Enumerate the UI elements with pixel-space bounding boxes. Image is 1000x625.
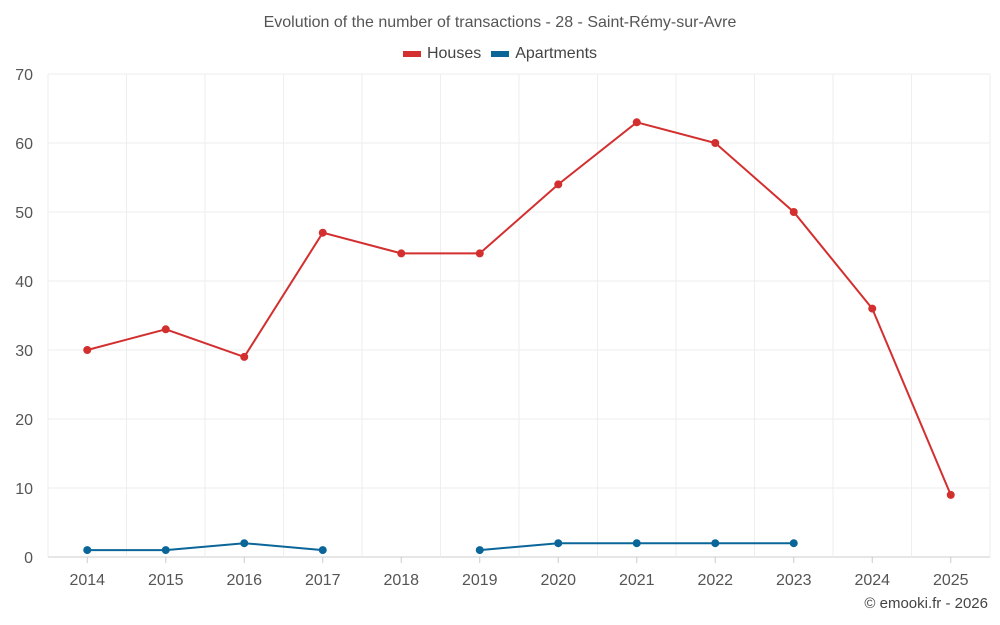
data-point-houses [868, 304, 877, 313]
data-point-houses [161, 325, 170, 334]
data-point-apartments [711, 539, 720, 548]
data-point-houses [397, 249, 406, 258]
legend-swatch-houses [402, 51, 421, 57]
y-tick-label: 50 [15, 205, 33, 222]
chart-title: Evolution of the number of transactions … [263, 14, 737, 31]
x-tick-label: 2021 [619, 572, 655, 589]
data-point-apartments [318, 546, 327, 555]
data-point-houses [789, 208, 798, 216]
data-point-apartments [475, 546, 484, 555]
x-tick-label: 2020 [540, 572, 576, 589]
data-point-houses [318, 228, 327, 237]
x-tick-label: 2024 [854, 572, 890, 589]
series-line-houses [86, 121, 952, 496]
data-point-apartments [161, 546, 170, 555]
x-tick-label: 2019 [462, 572, 498, 589]
legend: Houses Apartments [0, 45, 1000, 63]
x-tick-label: 2014 [69, 572, 105, 589]
data-point-houses [632, 118, 641, 127]
data-point-houses [240, 352, 249, 361]
data-point-apartments [83, 546, 92, 555]
legend-swatch-apartments [491, 51, 510, 57]
data-point-apartments [240, 539, 249, 548]
data-point-houses [946, 490, 955, 499]
data-point-houses [554, 180, 563, 189]
y-tick-label: 60 [15, 136, 33, 153]
data-point-apartments [789, 539, 798, 548]
y-tick-label: 30 [15, 343, 33, 360]
y-tick-label: 40 [15, 274, 33, 291]
data-point-apartments [554, 539, 563, 548]
x-tick-label: 2017 [305, 572, 341, 589]
data-point-houses [475, 249, 484, 258]
y-tick-label: 10 [15, 481, 33, 498]
x-tick-label: 2022 [697, 572, 733, 589]
x-tick-label: 2016 [226, 572, 262, 589]
data-point-houses [83, 346, 92, 354]
x-tick-label: 2018 [383, 572, 419, 589]
x-tick-label: 2025 [933, 572, 969, 589]
y-tick-label: 70 [15, 67, 33, 84]
legend-item-houses[interactable]: Houses [402, 45, 482, 63]
y-tick-label: 20 [15, 412, 33, 429]
x-tick-label: 2023 [776, 572, 812, 589]
y-tick-label: 0 [24, 550, 33, 567]
x-tick-label: 2015 [148, 572, 184, 589]
credit-text: © emooki.fr - 2026 [864, 595, 988, 612]
data-point-houses [711, 139, 720, 147]
legend-label-houses: Houses [426, 45, 482, 62]
legend-item-apartments[interactable]: Apartments [491, 45, 597, 63]
data-point-apartments [632, 539, 641, 548]
series-line-apartments [87, 542, 323, 552]
legend-label-apartments: Apartments [515, 45, 598, 62]
